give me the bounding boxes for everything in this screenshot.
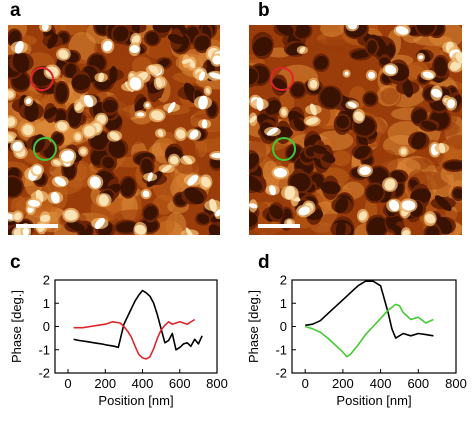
scale-bar-a (16, 224, 58, 228)
y-tick-label: -1 (275, 342, 287, 357)
panel-letter-b: b (258, 0, 270, 21)
y-tick-label: -2 (38, 366, 50, 381)
x-tick-label: 200 (94, 376, 116, 391)
plot-d-svg: 0 200 400 600 800 2 1 0 -1 -2 Position [nm] Phase [… (246, 273, 467, 409)
afm-phase-image-a (8, 25, 220, 235)
phase-profile-plot-c: 0 200 400 600 800 2 1 0 -1 -2 Position [nm] Phase [… (0, 262, 235, 420)
plot-c-svg: 0 200 400 600 800 2 1 0 -1 -2 Position [nm] Phase [… (9, 273, 228, 409)
defect-marker-red-b (270, 67, 294, 91)
panel-letter-a: a (10, 0, 21, 21)
plot-frame (54, 279, 218, 374)
y-tick-label: 1 (280, 296, 287, 311)
y-tick-label: 0 (43, 319, 50, 334)
series-line (304, 303, 434, 358)
panel-letter-c: c (10, 252, 21, 273)
x-tick-label: 800 (206, 376, 228, 391)
x-tick-label: 600 (169, 376, 191, 391)
defect-marker-green-b (272, 137, 296, 161)
x-tick-label: 0 (64, 376, 71, 391)
y-tick-label: 0 (280, 319, 287, 334)
x-tick-label: 0 (302, 376, 309, 391)
panel-letter-d: d (258, 252, 270, 273)
defect-marker-red-a (30, 67, 54, 91)
series-line (73, 318, 196, 360)
scale-bar-b (258, 224, 300, 228)
defect-marker-green-a (33, 137, 57, 161)
y-axis-label: Phase [deg.] (246, 290, 261, 363)
y-tick-label: 1 (43, 296, 50, 311)
y-tick-label: 2 (43, 273, 50, 288)
afm-phase-image-b (249, 25, 462, 235)
y-tick-label: 2 (280, 273, 287, 288)
x-tick-label: 200 (332, 376, 354, 391)
series-line (305, 280, 434, 339)
phase-profile-plot-d: 0 200 400 600 800 2 1 0 -1 -2 Position [nm] Phase [… (237, 262, 474, 420)
x-axis-label: Position [nm] (98, 393, 173, 408)
x-tick-label: 400 (132, 376, 154, 391)
x-tick-label: 400 (370, 376, 392, 391)
series-line (73, 289, 203, 351)
afm-texture-b (249, 25, 462, 235)
afm-texture-a (8, 25, 220, 235)
y-axis-label: Phase [deg.] (9, 290, 24, 363)
y-tick-label: -1 (38, 342, 50, 357)
x-tick-label: 600 (407, 376, 429, 391)
x-axis-label: Position [nm] (336, 393, 411, 408)
y-tick-label: -2 (275, 366, 287, 381)
x-tick-label: 800 (445, 376, 467, 391)
